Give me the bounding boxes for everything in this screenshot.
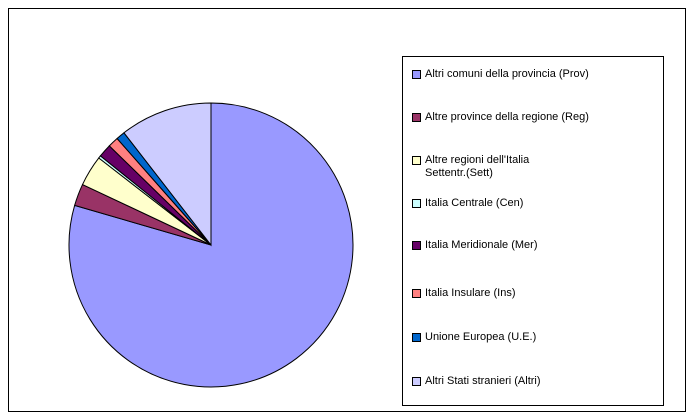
legend-swatch-ue xyxy=(412,333,421,342)
legend-item-ue: Unione Europea (U.E.) xyxy=(412,331,536,344)
legend-item-ins: Italia Insulare (Ins) xyxy=(412,287,515,300)
pie-chart xyxy=(68,102,354,388)
legend-swatch-sett xyxy=(412,156,421,165)
pie-slice-0 xyxy=(68,102,354,388)
legend-swatch-cen xyxy=(412,199,421,208)
legend-swatch-prov xyxy=(412,70,421,79)
legend-label-mer: Italia Meridionale (Mer) xyxy=(425,239,538,251)
legend-label-ue: Unione Europea (U.E.) xyxy=(425,331,537,343)
legend-label-reg: Altre province della regione (Reg) xyxy=(425,111,589,123)
legend-swatch-altri xyxy=(412,377,421,386)
legend-item-altri: Altri Stati stranieri (Altri) xyxy=(412,375,541,388)
legend-swatch-reg xyxy=(412,113,421,122)
legend-item-cen: Italia Centrale (Cen) xyxy=(412,197,523,210)
legend-label-prov: Altri comuni della provincia (Prov) xyxy=(425,68,589,80)
pie-slice-7 xyxy=(123,102,212,247)
chart-area: Altri comuni della provincia (Prov) Altr… xyxy=(8,8,686,412)
legend-item-prov: Altri comuni della provincia (Prov) xyxy=(412,68,589,81)
legend-label-altri: Altri Stati stranieri (Altri) xyxy=(425,375,541,387)
legend-item-reg: Altre province della regione (Reg) xyxy=(412,111,589,124)
legend-swatch-ins xyxy=(412,289,421,298)
legend-swatch-mer xyxy=(412,241,421,250)
legend-label-sett: Altre regioni dell'Italia Settentr.(Sett… xyxy=(425,154,530,179)
legend-item-mer: Italia Meridionale (Mer) xyxy=(412,239,537,252)
legend-label-cen: Italia Centrale (Cen) xyxy=(425,197,524,209)
legend-label-ins: Italia Insulare (Ins) xyxy=(425,287,516,299)
legend: Altri comuni della provincia (Prov) Altr… xyxy=(402,56,664,406)
legend-item-sett: Altre regioni dell'Italia Settentr.(Sett… xyxy=(412,154,529,180)
